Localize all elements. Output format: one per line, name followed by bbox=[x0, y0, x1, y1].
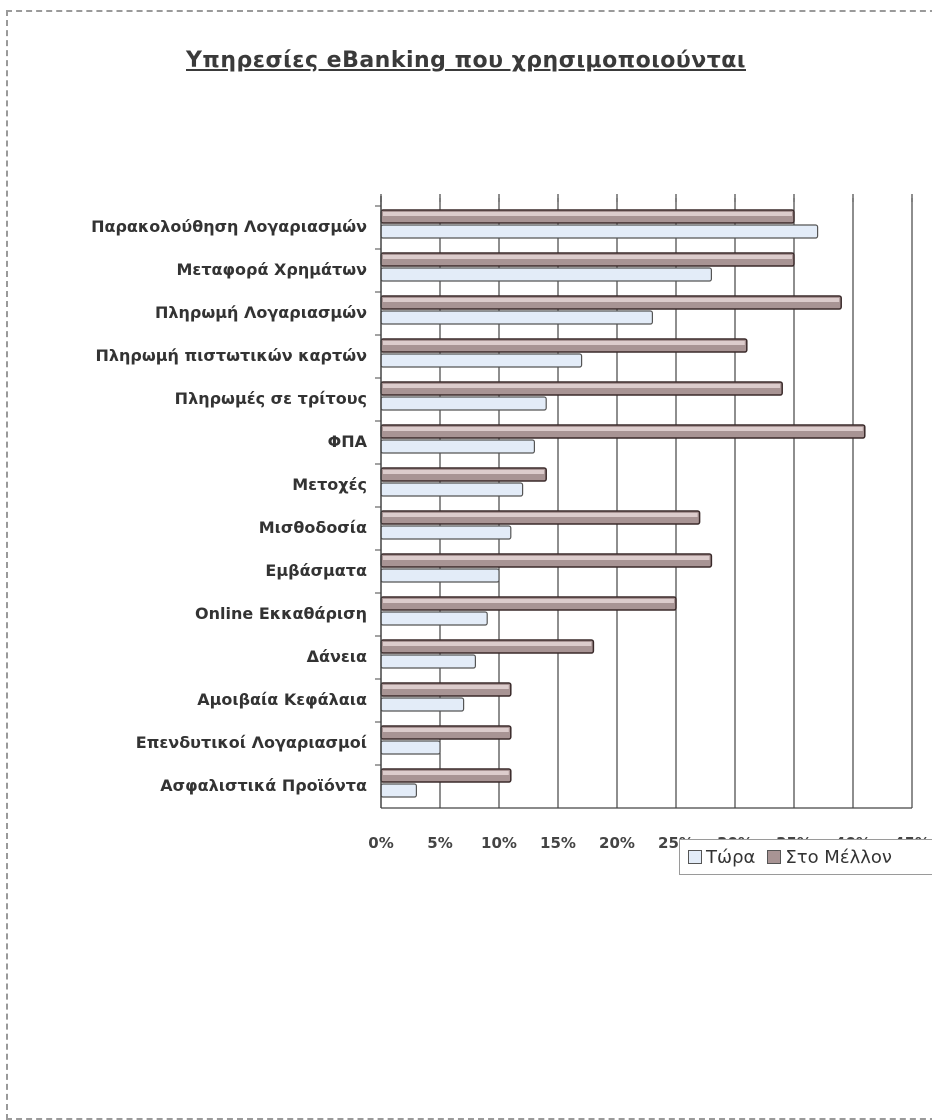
category-label: Επενδυτικοί Λογαριασμοί bbox=[136, 733, 367, 752]
legend: Τώρα Στο Μέλλον bbox=[679, 839, 932, 875]
category-label: ΦΠΑ bbox=[328, 432, 368, 451]
category-label: Μισθοδοσία bbox=[259, 518, 367, 537]
bar-future bbox=[380, 553, 713, 568]
x-tick-label: 10% bbox=[481, 834, 517, 852]
category-label: Πληρωμή Λογαριασμών bbox=[155, 303, 367, 322]
category-label: Εμβάσματα bbox=[265, 561, 367, 580]
axes bbox=[375, 196, 912, 809]
bar-now bbox=[380, 224, 819, 239]
category-label: Online Εκκαθάριση bbox=[195, 604, 367, 623]
bar-future-highlight bbox=[383, 599, 674, 603]
bar-future bbox=[380, 295, 842, 310]
bar-future-highlight bbox=[383, 470, 545, 474]
category-label: Παρακολούθηση Λογαριασμών bbox=[91, 217, 367, 236]
bar-future-highlight bbox=[383, 212, 792, 216]
bar-now bbox=[380, 396, 547, 411]
bar-future bbox=[380, 209, 795, 224]
legend-label-future: Στο Μέλλον bbox=[785, 846, 892, 868]
legend-swatch-future bbox=[767, 850, 782, 864]
bar-future-highlight bbox=[383, 728, 509, 732]
bar-future bbox=[380, 639, 595, 654]
bar-now bbox=[380, 353, 583, 368]
bar-future-highlight bbox=[383, 513, 698, 517]
category-label: Μετοχές bbox=[292, 475, 367, 494]
legend-item-now: Τώρα bbox=[688, 847, 755, 868]
bar-now bbox=[380, 740, 441, 755]
bar-now bbox=[380, 697, 465, 712]
bar-now bbox=[380, 525, 512, 540]
bar-future bbox=[380, 338, 748, 353]
chart-title: Υπηρεσίες eBanking που χρησιμοποιούνται bbox=[186, 48, 746, 73]
bar-future-highlight bbox=[383, 384, 781, 388]
bar-future-highlight bbox=[383, 255, 792, 259]
legend-label-now: Τώρα bbox=[706, 846, 756, 868]
bar-future bbox=[380, 467, 547, 482]
bar-future-highlight bbox=[383, 771, 509, 775]
bar-future bbox=[380, 424, 866, 439]
bar-now bbox=[380, 611, 488, 626]
bar-now bbox=[380, 568, 500, 583]
x-tick-label: 20% bbox=[599, 834, 635, 852]
category-label: Πληρωμή πιστωτικών καρτών bbox=[96, 346, 368, 365]
bar-future bbox=[380, 682, 512, 697]
category-label: Ασφαλιστικά Προϊόντα bbox=[160, 776, 367, 795]
bar-now bbox=[380, 654, 477, 669]
bar-future-highlight bbox=[383, 298, 840, 302]
bar-future bbox=[380, 768, 512, 783]
bar-future-highlight bbox=[383, 341, 745, 345]
grid-lines bbox=[380, 194, 913, 808]
bar-future bbox=[380, 510, 701, 525]
category-label: Δάνεια bbox=[307, 647, 367, 666]
x-tick-label: 0% bbox=[368, 834, 393, 852]
bars bbox=[380, 209, 866, 798]
bar-future-highlight bbox=[383, 685, 509, 689]
category-label: Αμοιβαία Κεφάλαια bbox=[197, 690, 367, 709]
x-tick-label: 5% bbox=[427, 834, 452, 852]
category-label: Πληρωμές σε τρίτους bbox=[175, 389, 367, 408]
bar-future bbox=[380, 725, 512, 740]
bar-future bbox=[380, 596, 677, 611]
category-label: Μεταφορά Χρημάτων bbox=[176, 260, 367, 279]
bar-now bbox=[380, 439, 535, 454]
legend-swatch-now bbox=[688, 850, 702, 864]
bar-future bbox=[380, 252, 795, 267]
bar-now bbox=[380, 310, 653, 325]
bar-now bbox=[380, 783, 418, 798]
x-tick-label: 15% bbox=[540, 834, 576, 852]
bar-future bbox=[380, 381, 783, 396]
bar-future-highlight bbox=[383, 642, 592, 646]
bar-future-highlight bbox=[383, 556, 710, 560]
bar-now bbox=[380, 267, 712, 282]
bar-now bbox=[380, 482, 524, 497]
legend-item-future: Στο Μέλλον bbox=[767, 847, 892, 868]
category-labels: Παρακολούθηση Λογαριασμών Μεταφορά Χρημάτ… bbox=[91, 217, 368, 795]
bar-future-highlight bbox=[383, 427, 863, 431]
